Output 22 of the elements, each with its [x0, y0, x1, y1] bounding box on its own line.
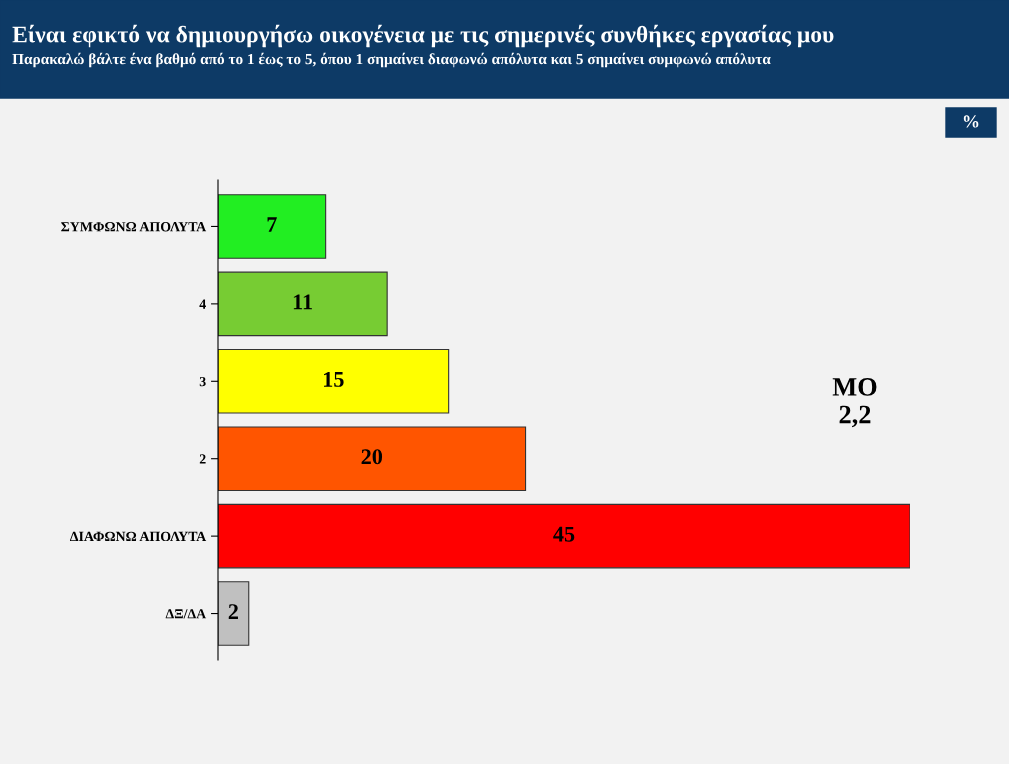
- y-tick-label: 4: [199, 299, 206, 309]
- y-tick-label: 2: [199, 454, 206, 464]
- bar: [218, 348, 450, 414]
- bar: [218, 194, 327, 259]
- data-label: 2: [228, 604, 238, 619]
- y-tick-label: ΔΙΑΦΩΝΩ ΑΠΟΛΥΤΑ: [70, 531, 207, 542]
- data-label: 15: [324, 371, 344, 387]
- annotation: ΜΟ 2,2: [832, 378, 877, 428]
- data-label: 20: [361, 449, 383, 465]
- bar: [218, 426, 527, 492]
- data-label: 11: [293, 294, 312, 310]
- bar: [218, 581, 250, 646]
- bar: [218, 503, 910, 569]
- text: %: [963, 115, 979, 128]
- y-tick-label: 3: [199, 376, 206, 387]
- data-label: 45: [553, 526, 575, 542]
- y-tick-label: ΔΞ/ΔΑ: [165, 609, 207, 619]
- chart-subtitle: Παρακαλώ βάλτε ένα βαθμό από το 1 έως το 5, όπου 1 σημαίνει διαφωνώ απόλυτα και 5 σημαίνει συμφωνώ απόλυτα: [12, 52, 771, 68]
- chart-title: Είναι εφικτό να δημιουργήσω οικογένεια με τις σημερινές συνθήκες εργασίας μου: [12, 24, 834, 48]
- y-tick-label: ΣΥΜΦΩΝΩ ΑΠΟΛΥΤΑ: [61, 222, 207, 232]
- bar: [218, 271, 388, 337]
- data-label: 7: [267, 217, 277, 232]
